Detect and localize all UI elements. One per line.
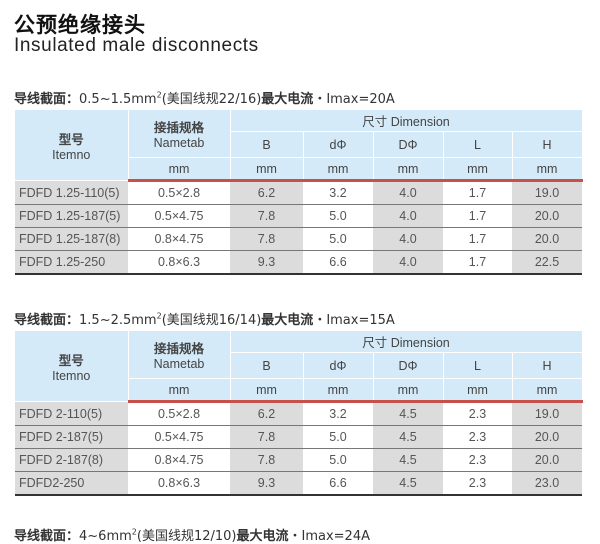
table-cell: FDFD 1.25-250	[15, 250, 128, 275]
table-cell: 6.2	[230, 401, 303, 426]
table-cell: 3.2	[303, 180, 373, 205]
table-cell: 1.7	[443, 250, 512, 275]
header-nametab: 接插规格 Nametab	[128, 110, 231, 158]
table-cell: 0.5×4.75	[128, 425, 230, 449]
table-row: FDFD 2-187(8) 0.8×4.75 7.8 5.0 4.5 2.3 20.0	[15, 448, 583, 472]
table-row: FDFD 1.25-187(8) 0.8×4.75 7.8 5.0 4.0 1.7 20.0	[15, 227, 583, 251]
table-cell: 2.3	[443, 448, 512, 472]
table-cell: 7.8	[230, 448, 303, 472]
table-cell: 7.8	[230, 227, 303, 251]
header-nametab: 接插规格 Nametab	[128, 331, 231, 379]
table-cell: 20.0	[512, 448, 583, 472]
table-cell: 20.0	[512, 425, 583, 449]
table-cell: 7.8	[230, 204, 303, 228]
header-dimension: 尺寸 Dimension	[230, 331, 583, 353]
table-row: FDFD 1.25-187(5) 0.5×4.75 7.8 5.0 4.0 1.7 20.0	[15, 204, 583, 228]
table-cell: 4.5	[373, 401, 443, 426]
table-cell: 0.8×6.3	[128, 471, 230, 496]
header-unit: mm	[373, 157, 444, 182]
table-cell: 5.0	[303, 204, 373, 228]
header-col: L	[443, 131, 513, 158]
section-caption: 导线截面：1.5~2.5mm2(美国线规16/14)最大电流・Imax=15A	[14, 311, 395, 328]
table-cell: 2.3	[443, 425, 512, 449]
table-cell: 6.6	[303, 250, 373, 275]
table-cell: 6.6	[303, 471, 373, 496]
header-unit: mm	[512, 157, 583, 182]
table-row: FDFD 2-187(5) 0.5×4.75 7.8 5.0 4.5 2.3 20.0	[15, 425, 583, 449]
table-cell: 1.7	[443, 204, 512, 228]
table-cell: 20.0	[512, 227, 583, 251]
table-cell: 1.7	[443, 180, 512, 205]
table-cell: 0.5×2.8	[128, 401, 230, 426]
table-cell: 4.0	[373, 250, 443, 275]
section-caption: 导线截面：0.5~1.5mm2(美国线规22/16)最大电流・Imax=20A	[14, 90, 395, 107]
table-cell: 4.0	[373, 180, 443, 205]
header-col: L	[443, 352, 513, 379]
table-cell: 4.0	[373, 204, 443, 228]
table-row: FDFD 2-110(5) 0.5×2.8 6.2 3.2 4.5 2.3 19.0	[15, 401, 583, 426]
table-cell: FDFD2-250	[15, 471, 128, 496]
header-itemno: 型号 Itemno	[15, 331, 129, 402]
header-unit: mm	[512, 378, 583, 403]
header-col: B	[230, 352, 304, 379]
table-cell: 4.5	[373, 471, 443, 496]
header-unit: mm	[443, 378, 513, 403]
table-cell: FDFD 2-110(5)	[15, 401, 128, 426]
table-cell: 5.0	[303, 425, 373, 449]
table-cell: 23.0	[512, 471, 583, 496]
header-unit: mm	[303, 157, 374, 182]
table-cell: 19.0	[512, 401, 583, 426]
header-col: DΦ	[373, 131, 444, 158]
header-unit: mm	[373, 378, 444, 403]
table-cell: 9.3	[230, 250, 303, 275]
header-unit: mm	[128, 157, 231, 182]
table-cell: FDFD 1.25-187(5)	[15, 204, 128, 228]
header-itemno: 型号 Itemno	[15, 110, 129, 181]
table-cell: 9.3	[230, 471, 303, 496]
table-cell: 5.0	[303, 448, 373, 472]
table-cell: FDFD 1.25-187(8)	[15, 227, 128, 251]
header-unit: mm	[443, 157, 513, 182]
table-cell: 0.8×4.75	[128, 448, 230, 472]
table-cell: 22.5	[512, 250, 583, 275]
table-cell: 20.0	[512, 204, 583, 228]
table-cell: 7.8	[230, 425, 303, 449]
header-col: H	[512, 352, 583, 379]
header-col: dΦ	[303, 131, 374, 158]
header-dimension: 尺寸 Dimension	[230, 110, 583, 132]
page-title: 公预绝缘接头	[14, 13, 146, 37]
table-cell: 1.7	[443, 227, 512, 251]
table-cell: 0.8×6.3	[128, 250, 230, 275]
table-cell: 4.5	[373, 448, 443, 472]
table-cell: FDFD 2-187(8)	[15, 448, 128, 472]
table-cell: FDFD 1.25-110(5)	[15, 180, 128, 205]
table-cell: 4.0	[373, 227, 443, 251]
header-unit: mm	[303, 378, 374, 403]
table-cell: FDFD 2-187(5)	[15, 425, 128, 449]
header-col: dΦ	[303, 352, 374, 379]
section-caption: 导线截面：4~6mm2(美国线规12/10)最大电流・Imax=24A	[14, 527, 370, 544]
table-cell: 3.2	[303, 401, 373, 426]
header-col: DΦ	[373, 352, 444, 379]
header-unit: mm	[128, 378, 231, 403]
table-cell: 0.5×2.8	[128, 180, 230, 205]
table-cell: 2.3	[443, 401, 512, 426]
table-cell: 19.0	[512, 180, 583, 205]
header-unit: mm	[230, 378, 304, 403]
table-row: FDFD2-250 0.8×6.3 9.3 6.6 4.5 2.3 23.0	[15, 471, 583, 496]
header-col: H	[512, 131, 583, 158]
table-cell: 2.3	[443, 471, 512, 496]
table-cell: 4.5	[373, 425, 443, 449]
header-col: B	[230, 131, 304, 158]
table-cell: 0.8×4.75	[128, 227, 230, 251]
header-unit: mm	[230, 157, 304, 182]
table-row: FDFD 1.25-250 0.8×6.3 9.3 6.6 4.0 1.7 22.5	[15, 250, 583, 275]
table-row: FDFD 1.25-110(5) 0.5×2.8 6.2 3.2 4.0 1.7 19.0	[15, 180, 583, 205]
table-cell: 6.2	[230, 180, 303, 205]
table-cell: 5.0	[303, 227, 373, 251]
table-cell: 0.5×4.75	[128, 204, 230, 228]
page-subtitle: Insulated male disconnects	[14, 35, 259, 56]
